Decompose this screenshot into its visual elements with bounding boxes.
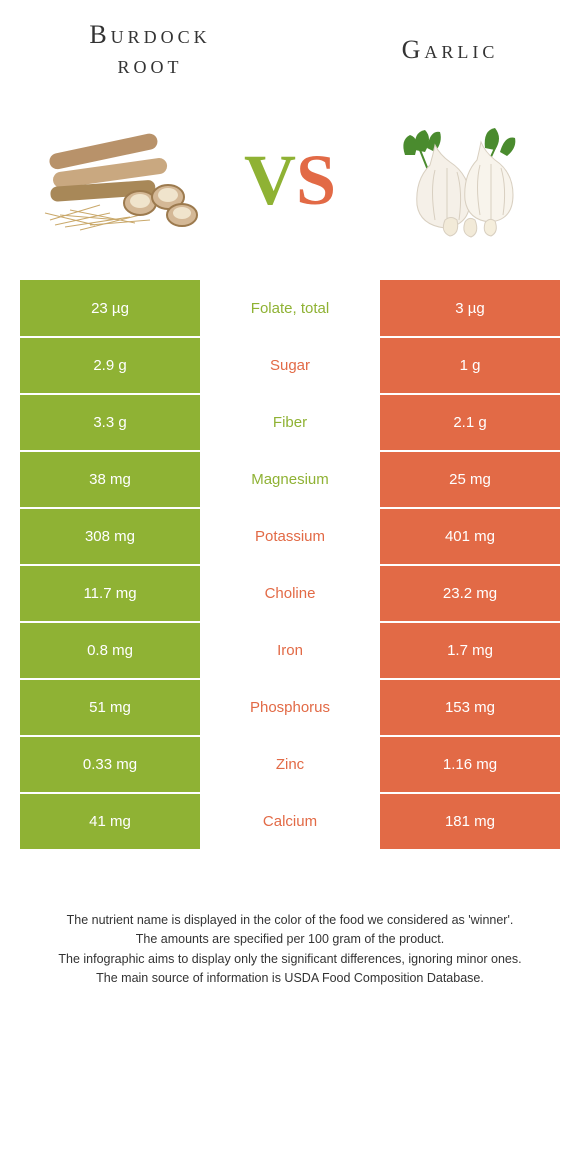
vs-letter-s: S xyxy=(296,139,336,222)
nutrient-label: Folate, total xyxy=(200,280,380,337)
right-value: 1.16 mg xyxy=(380,736,560,793)
table-row: 23 µgFolate, total3 µg xyxy=(20,280,560,337)
right-value: 23.2 mg xyxy=(380,565,560,622)
burdock-root-image xyxy=(40,120,200,240)
nutrient-label: Iron xyxy=(200,622,380,679)
nutrient-label: Phosphorus xyxy=(200,679,380,736)
left-value: 51 mg xyxy=(20,679,200,736)
table-row: 0.8 mgIron1.7 mg xyxy=(20,622,560,679)
left-value: 38 mg xyxy=(20,451,200,508)
vs-label: VS xyxy=(244,139,336,222)
nutrient-label: Magnesium xyxy=(200,451,380,508)
footer-line-1: The nutrient name is displayed in the co… xyxy=(40,911,540,930)
right-value: 181 mg xyxy=(380,793,560,850)
garlic-image xyxy=(380,120,540,240)
table-row: 0.33 mgZinc1.16 mg xyxy=(20,736,560,793)
table-row: 41 mgCalcium181 mg xyxy=(20,793,560,850)
right-value: 153 mg xyxy=(380,679,560,736)
left-value: 308 mg xyxy=(20,508,200,565)
footer-notes: The nutrient name is displayed in the co… xyxy=(20,911,560,989)
food-title-left: Burdock root xyxy=(60,20,240,80)
table-row: 38 mgMagnesium25 mg xyxy=(20,451,560,508)
footer-line-2: The amounts are specified per 100 gram o… xyxy=(40,930,540,949)
nutrient-label: Zinc xyxy=(200,736,380,793)
table-row: 2.9 gSugar1 g xyxy=(20,337,560,394)
left-value: 0.33 mg xyxy=(20,736,200,793)
right-value: 25 mg xyxy=(380,451,560,508)
left-value: 0.8 mg xyxy=(20,622,200,679)
vs-letter-v: V xyxy=(244,139,296,222)
right-value: 3 µg xyxy=(380,280,560,337)
images-row: VS xyxy=(20,110,560,250)
right-value: 401 mg xyxy=(380,508,560,565)
right-value: 2.1 g xyxy=(380,394,560,451)
left-value: 41 mg xyxy=(20,793,200,850)
table-row: 308 mgPotassium401 mg xyxy=(20,508,560,565)
header: Burdock root Garlic xyxy=(20,20,560,80)
left-value: 3.3 g xyxy=(20,394,200,451)
nutrient-label: Sugar xyxy=(200,337,380,394)
table-row: 51 mgPhosphorus153 mg xyxy=(20,679,560,736)
nutrient-label: Calcium xyxy=(200,793,380,850)
table-row: 3.3 gFiber2.1 g xyxy=(20,394,560,451)
footer-line-3: The infographic aims to display only the… xyxy=(40,950,540,969)
right-value: 1.7 mg xyxy=(380,622,560,679)
left-value: 11.7 mg xyxy=(20,565,200,622)
nutrient-comparison-table: 23 µgFolate, total3 µg2.9 gSugar1 g3.3 g… xyxy=(20,280,560,851)
nutrient-label: Choline xyxy=(200,565,380,622)
nutrient-label: Potassium xyxy=(200,508,380,565)
left-value: 23 µg xyxy=(20,280,200,337)
right-value: 1 g xyxy=(380,337,560,394)
nutrient-label: Fiber xyxy=(200,394,380,451)
table-row: 11.7 mgCholine23.2 mg xyxy=(20,565,560,622)
left-value: 2.9 g xyxy=(20,337,200,394)
footer-line-4: The main source of information is USDA F… xyxy=(40,969,540,988)
food-title-right: Garlic xyxy=(380,35,520,65)
